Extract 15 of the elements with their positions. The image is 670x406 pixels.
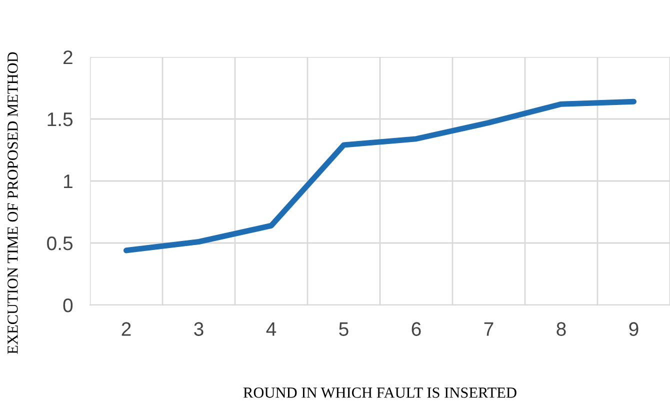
x-tick-label: 8 <box>556 322 566 336</box>
y-tick-label: 2 <box>64 50 72 64</box>
x-tick-label: 3 <box>194 322 204 336</box>
y-tick-label: 1.5 <box>48 112 73 126</box>
y-axis-title: EXECUTION TIME OF PROPOSED METHOD <box>8 52 18 354</box>
x-tick-label: 5 <box>339 322 348 336</box>
y-tick-label: 0.5 <box>47 236 73 250</box>
x-tick-label: 4 <box>266 322 276 336</box>
x-tick-label: 7 <box>484 322 494 336</box>
x-tick-label: 6 <box>412 322 421 336</box>
y-tick-label: 1 <box>64 174 72 188</box>
x-tick-label: 9 <box>629 322 638 336</box>
x-axis-title: ROUND IN WHICH FAULT IS INSERTED <box>243 388 516 398</box>
y-tick-label: 0 <box>63 298 73 312</box>
x-tick-label: 2 <box>122 322 131 336</box>
